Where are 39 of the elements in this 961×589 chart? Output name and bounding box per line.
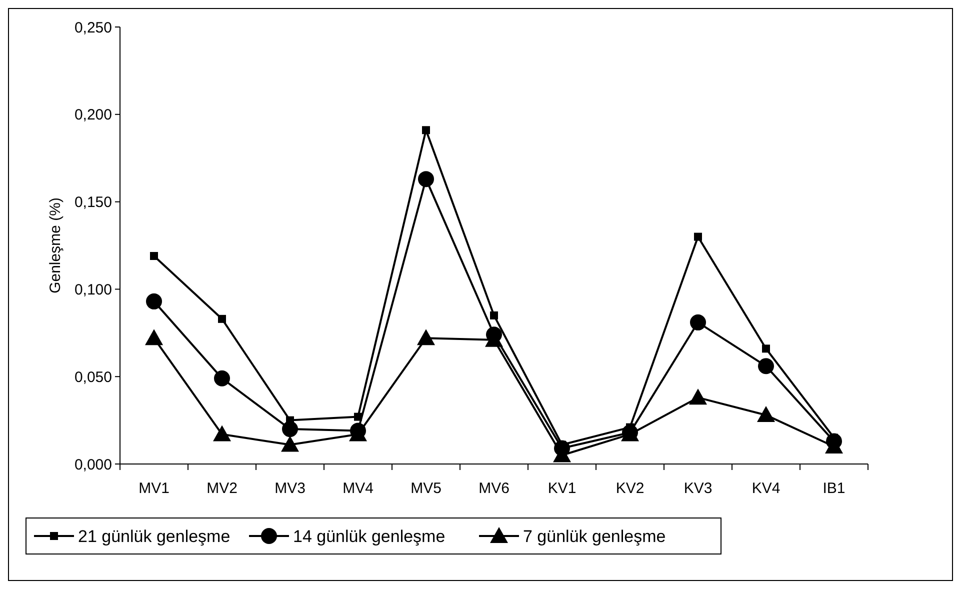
- y-tick-label: 0,200: [74, 106, 112, 124]
- y-axis-title: Genleşme (%): [47, 198, 64, 294]
- x-tick-label: MV2: [206, 480, 238, 497]
- point: [757, 406, 775, 422]
- point: [762, 344, 770, 353]
- point: [422, 126, 430, 134]
- x-tick-label: MV6: [478, 480, 510, 497]
- legend-label: 14 günlük genleşme: [293, 526, 446, 546]
- x-tick-label: MV1: [138, 480, 170, 497]
- x-tick-label: KV4: [752, 480, 780, 497]
- point: [281, 436, 299, 452]
- point: [690, 314, 706, 330]
- legend-label: 21 günlük genleşme: [78, 526, 230, 546]
- x-tick-label: MV5: [410, 480, 442, 497]
- y-tick-label: 0,250: [74, 19, 112, 36]
- x-tick-label: KV1: [548, 480, 576, 497]
- point: [213, 425, 231, 442]
- point: [218, 314, 226, 323]
- x-tick-label: IB1: [822, 480, 846, 497]
- point: [282, 421, 298, 438]
- y-tick-label: 0,100: [74, 281, 112, 298]
- point: [490, 311, 498, 320]
- y-tick-label: 0,000: [74, 456, 112, 474]
- point: [418, 171, 434, 188]
- x-tick-label: KV3: [684, 480, 712, 497]
- point: [694, 232, 702, 241]
- point: [150, 252, 158, 260]
- point: [758, 358, 774, 374]
- point: [214, 370, 230, 386]
- legend-label: 7 günlük genleşme: [523, 526, 666, 546]
- x-tick-label: KV2: [616, 480, 644, 497]
- y-tick-label: 0,150: [74, 194, 112, 212]
- x-tick-label: MV3: [274, 480, 306, 497]
- point: [146, 293, 162, 310]
- point: [417, 329, 435, 346]
- x-tick-label: MV4: [342, 480, 374, 497]
- y-tick-label: 0,050: [74, 368, 112, 386]
- point: [689, 388, 707, 405]
- point: [145, 329, 163, 346]
